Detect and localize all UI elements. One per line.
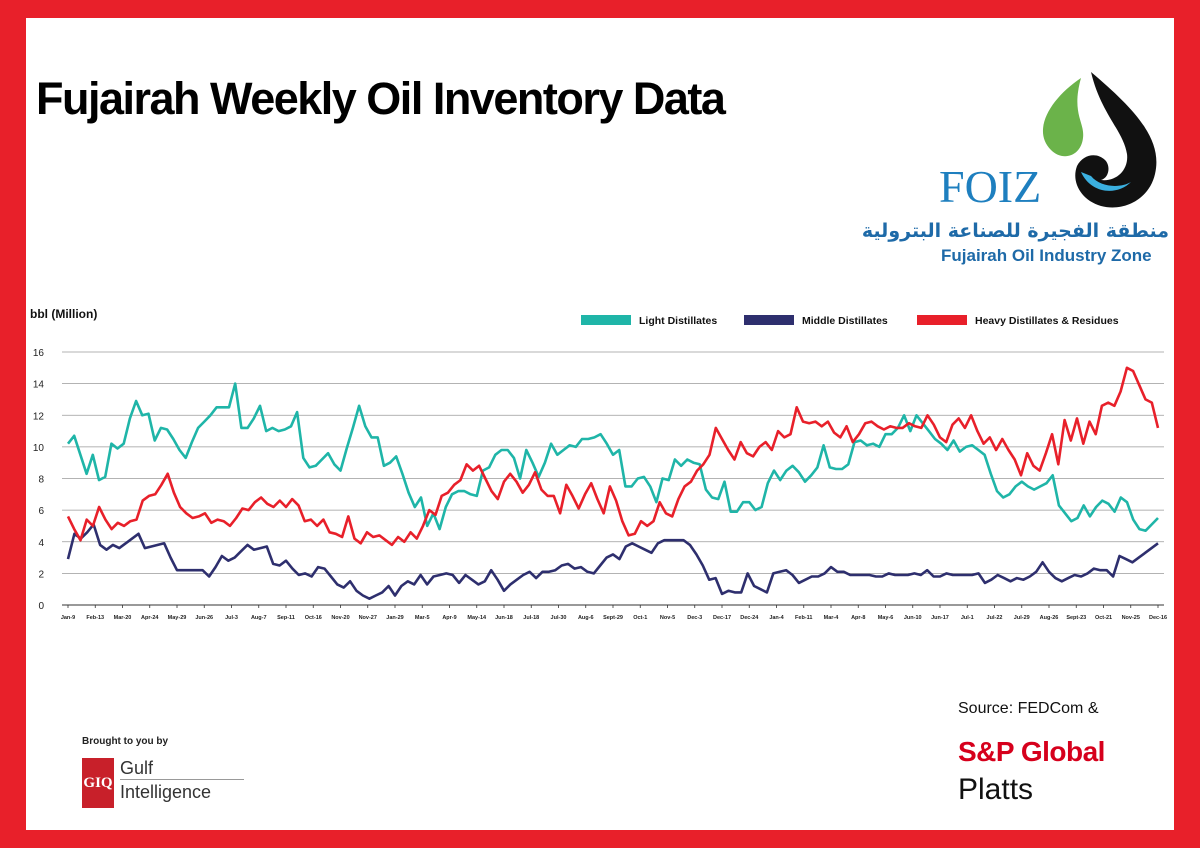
x-tick-label: Sep-11	[277, 615, 295, 621]
x-tick-label: Dec-16	[1149, 615, 1167, 621]
sp-global-wordmark: S&P Global	[958, 736, 1105, 767]
foiz-english-name: Fujairah Oil Industry Zone	[941, 246, 1152, 265]
y-axis-label: bbl (Million)	[30, 307, 97, 321]
x-tick-label: Jul-22	[987, 615, 1003, 621]
series-line-middle	[66, 523, 1159, 601]
x-tick-label: Apr-24	[141, 615, 159, 621]
series-line-light	[66, 382, 1159, 532]
x-tick-label: Nov-20	[331, 615, 349, 621]
x-tick-label: May-6	[878, 615, 894, 621]
y-tick-label: 12	[33, 411, 45, 422]
foiz-drop-icon	[1042, 72, 1157, 208]
y-tick-label: 6	[38, 506, 44, 517]
x-tick-label: Sept-29	[603, 615, 623, 621]
x-tick-label: Nov-5	[660, 615, 675, 621]
x-tick-label: Dec-17	[713, 615, 731, 621]
x-tick-label: Apr-9	[442, 615, 456, 621]
foiz-wordmark: FOIZ	[939, 161, 1042, 212]
x-tick-label: Aug-6	[578, 615, 594, 621]
platts-wordmark: Platts	[958, 773, 1034, 806]
x-tick-label: Jun-26	[195, 615, 213, 621]
x-tick-label: Jun-17	[931, 615, 949, 621]
x-tick-label: Feb-11	[795, 615, 812, 621]
x-tick-label: Oct-21	[1095, 615, 1112, 621]
source-label: Source: FEDCom &	[958, 700, 1099, 717]
giq-badge: GIQ	[82, 758, 114, 808]
x-tick-label: Sept-23	[1066, 615, 1086, 621]
page-title: Fujairah Weekly Oil Inventory Data	[36, 73, 726, 124]
x-tick-label: Mar-5	[415, 615, 430, 621]
x-tick-label: May-29	[168, 615, 187, 621]
y-tick-label: 0	[38, 601, 44, 612]
x-tick-label: Mar-4	[824, 615, 840, 621]
x-tick-label: Aug-26	[1040, 615, 1059, 621]
x-tick-label: Nov-27	[359, 615, 377, 621]
x-tick-label: Apr-8	[851, 615, 865, 621]
x-tick-label: Dec-3	[687, 615, 702, 621]
foiz-arabic-name: منطقة الفجيرة للصناعة البترولية	[861, 220, 1169, 242]
foiz-logo: FOIZ منطقة الفجيرة للصناعة البترولية Fuj…	[861, 70, 1171, 265]
x-tick-label: Jul-18	[523, 615, 539, 621]
legend-label-light: Light Distillates	[639, 315, 717, 327]
y-tick-label: 2	[38, 569, 44, 580]
x-tick-label: Mar-20	[114, 615, 132, 621]
x-tick-label: Oct-1	[633, 615, 647, 621]
sponsor-name-line2: Intelligence	[120, 782, 212, 802]
y-tick-label: 10	[33, 443, 45, 454]
x-tick-label: Jul-29	[1014, 615, 1030, 621]
legend-swatch-light	[581, 315, 631, 325]
infographic-panel: Fujairah Weekly Oil Inventory Data FOIZ …	[26, 18, 1174, 830]
legend-label-heavy: Heavy Distillates & Residues	[975, 315, 1119, 327]
x-tick-label: Oct-16	[305, 615, 322, 621]
y-tick-label: 4	[38, 538, 44, 549]
x-tick-label: Jan-9	[61, 615, 75, 621]
legend-swatch-heavy	[917, 315, 967, 325]
y-tick-label: 16	[33, 348, 45, 359]
y-tick-label: 14	[33, 380, 45, 391]
brought-to-you-label: Brought to you by	[82, 736, 169, 747]
x-tick-label: Jul-3	[225, 615, 238, 621]
x-tick-label: Jul-1	[961, 615, 974, 621]
x-tick-label: Jun-18	[495, 615, 513, 621]
series-line-heavy	[66, 366, 1160, 547]
x-tick-label: Feb-13	[86, 615, 104, 621]
x-tick-label: Dec-24	[740, 615, 759, 621]
sponsor-divider	[120, 779, 244, 780]
x-tick-label: Jan-29	[386, 615, 403, 621]
x-tick-label: Jan-4	[769, 615, 784, 621]
legend-swatch-middle	[744, 315, 794, 325]
x-tick-label: Nov-25	[1122, 615, 1140, 621]
inventory-chart: bbl (Million) 0 2 4 6 8 10 12 14 16 Jan-9 Feb-13 Mar…	[30, 307, 1167, 621]
x-tick-label: Jul-30	[551, 615, 567, 621]
y-tick-label: 8	[38, 475, 44, 486]
x-tick-label: May-14	[467, 615, 487, 621]
legend-label-middle: Middle Distillates	[802, 315, 888, 327]
x-tick-label: Jun-10	[904, 615, 922, 621]
sponsor-name-line1: Gulf	[120, 758, 154, 778]
x-tick-label: Aug-7	[251, 615, 267, 621]
